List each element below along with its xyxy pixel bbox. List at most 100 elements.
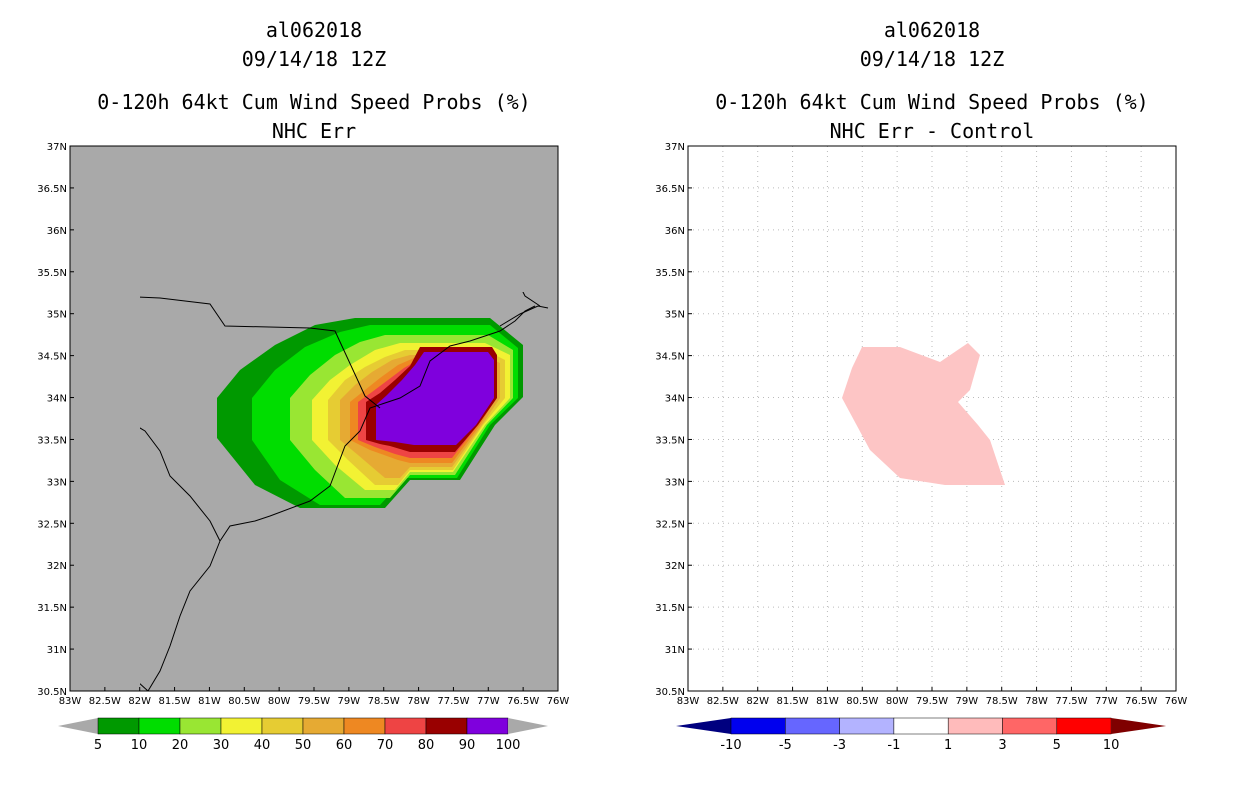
- colorbar-end-low: [58, 718, 98, 734]
- lat-tick-label: 30.5N: [37, 687, 67, 698]
- lon-tick-label: 77.5W: [437, 696, 469, 707]
- lon-tick-label: 81W: [198, 696, 221, 707]
- lon-tick-label: 77W: [477, 696, 500, 707]
- colorbar-label: 5: [1053, 738, 1061, 753]
- lat-tick-label: 31.5N: [655, 603, 685, 614]
- lon-tick-label: 76W: [1165, 696, 1188, 707]
- lat-tick-label: 36N: [665, 226, 685, 237]
- lon-tick-label: 82.5W: [89, 696, 121, 707]
- lat-tick-label: 30.5N: [655, 687, 685, 698]
- lon-tick-label: 83W: [59, 696, 82, 707]
- lat-tick-label: 33N: [665, 477, 685, 488]
- lat-tick-label: 32N: [665, 561, 685, 572]
- colorbar-swatch: [97, 717, 140, 735]
- lat-tick-label: 34N: [665, 394, 685, 405]
- lon-tick-label: 82W: [128, 696, 151, 707]
- lon-tick-label: 81.5W: [158, 696, 190, 707]
- colorbar-swatch: [947, 717, 1003, 735]
- left-map: 37N 36.5N 36N 35.5N 35N 34.5N 34N 33.5N 33N 32.5N…: [37, 142, 569, 707]
- right-title-storm: al062018: [883, 18, 981, 42]
- lon-tick-label: 76W: [547, 696, 570, 707]
- lon-tick-label: 80.5W: [846, 696, 878, 707]
- colorbar-label: 80: [418, 738, 435, 753]
- colorbar-swatch: [261, 717, 304, 735]
- lon-tick-label: 77.5W: [1055, 696, 1087, 707]
- colorbar-label: 20: [172, 738, 189, 753]
- left-colorbar: 5 10 20 30 40 50 60 70 80 90 100: [58, 717, 548, 753]
- colorbar-label: -1: [887, 738, 900, 753]
- lat-tick-label: 34N: [47, 394, 67, 405]
- right-colorbar: -10 -5 -3 -1 1 3 5 10: [676, 717, 1167, 753]
- lat-tick-label: 31N: [47, 645, 67, 656]
- colorbar-label: 30: [213, 738, 230, 753]
- colorbar-swatch: [179, 717, 222, 735]
- lon-tick-label: 80W: [268, 696, 291, 707]
- colorbar-label: -5: [779, 738, 792, 753]
- colorbar-end-low: [676, 718, 731, 734]
- lat-tick-label: 37N: [47, 142, 67, 153]
- colorbar-swatch: [785, 717, 840, 735]
- colorbar-end-high: [508, 718, 548, 734]
- lat-tick-label: 35N: [47, 310, 67, 321]
- colorbar-label: 50: [295, 738, 312, 753]
- lat-tick-label: 36.5N: [37, 184, 67, 195]
- colorbar-swatch: [384, 717, 427, 735]
- right-title-variant: NHC Err - Control: [829, 119, 1035, 143]
- lat-tick-label: 37N: [665, 142, 685, 153]
- left-title-product: 0-120h 64kt Cum Wind Speed Probs (%): [97, 90, 531, 114]
- lat-tick-label: 34.5N: [37, 352, 67, 363]
- colorbar-swatch: [839, 717, 895, 735]
- colorbar-label: 10: [1103, 738, 1120, 753]
- lat-tick-label: 31.5N: [37, 603, 67, 614]
- right-map: 37N 36.5N 36N 35.5N 35N 34.5N 34N 33.5N 33N 32.5N…: [655, 142, 1187, 707]
- colorbar-label: 5: [94, 738, 102, 753]
- lat-tick-label: 35N: [665, 310, 685, 321]
- right-difference-contour: [842, 343, 1005, 485]
- lat-tick-label: 35.5N: [37, 268, 67, 279]
- lon-tick-label: 81W: [816, 696, 839, 707]
- colorbar-swatch: [1056, 717, 1112, 735]
- lon-tick-label: 80.5W: [228, 696, 260, 707]
- lon-tick-label: 78.5W: [368, 696, 400, 707]
- colorbar-swatch: [1002, 717, 1058, 735]
- lon-tick-label: 77W: [1095, 696, 1118, 707]
- lon-tick-label: 83W: [677, 696, 700, 707]
- lon-tick-label: 80W: [886, 696, 909, 707]
- left-title-date: 09/14/18 12Z: [241, 47, 387, 71]
- right-title-date: 09/14/18 12Z: [859, 47, 1005, 71]
- colorbar-swatch: [893, 717, 949, 735]
- colorbar-swatch: [220, 717, 263, 735]
- colorbar-label: 70: [377, 738, 394, 753]
- colorbar-swatch: [466, 717, 509, 735]
- colorbar-label: 3: [998, 738, 1006, 753]
- left-title-storm: al062018: [265, 18, 363, 42]
- lat-tick-label: 34.5N: [655, 352, 685, 363]
- lat-tick-label: 32.5N: [655, 519, 685, 530]
- lon-tick-label: 79.5W: [298, 696, 330, 707]
- colorbar-label: -3: [833, 738, 846, 753]
- colorbar-label: 100: [496, 738, 521, 753]
- colorbar-swatch: [343, 717, 386, 735]
- colorbar-end-high: [1111, 718, 1167, 734]
- lat-tick-label: 31N: [665, 645, 685, 656]
- colorbar-swatch: [425, 717, 468, 735]
- lon-tick-label: 79.5W: [916, 696, 948, 707]
- lon-tick-label: 79W: [338, 696, 361, 707]
- lat-tick-label: 32.5N: [37, 519, 67, 530]
- lat-tick-label: 33.5N: [37, 435, 67, 446]
- lon-tick-label: 82W: [746, 696, 769, 707]
- lon-tick-label: 78W: [1025, 696, 1048, 707]
- colorbar-label: 90: [459, 738, 476, 753]
- lon-tick-label: 78.5W: [986, 696, 1018, 707]
- right-title-product: 0-120h 64kt Cum Wind Speed Probs (%): [715, 90, 1149, 114]
- lat-tick-label: 32N: [47, 561, 67, 572]
- lat-tick-label: 36N: [47, 226, 67, 237]
- colorbar-swatch: [730, 717, 786, 735]
- lat-tick-label: 33N: [47, 477, 67, 488]
- colorbar-swatch: [302, 717, 345, 735]
- colorbar-label: 60: [336, 738, 353, 753]
- lon-tick-label: 79W: [956, 696, 979, 707]
- colorbar-label: 40: [254, 738, 271, 753]
- colorbar-label: 10: [131, 738, 148, 753]
